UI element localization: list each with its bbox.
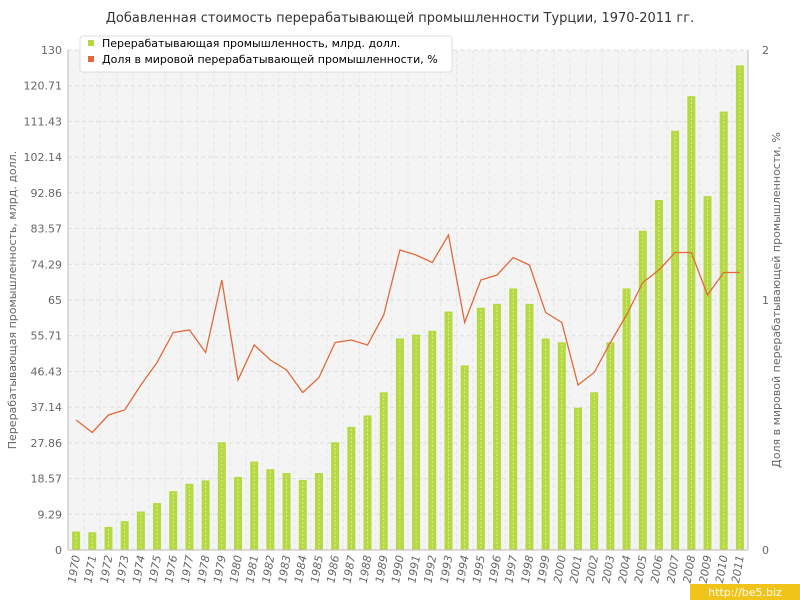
bar (541, 338, 550, 550)
y-left-tick-label: 92.86 (31, 187, 63, 200)
y-left-tick-label: 120.71 (24, 80, 63, 93)
x-tick-label: 1983 (276, 554, 294, 584)
y-left-tick-label: 74.29 (31, 258, 63, 271)
legend: Перерабатывающая промышленность, млрд. д… (79, 35, 453, 73)
chart-title: Добавленная стоимость перерабатывающей п… (106, 11, 694, 26)
y-axis-right-ticks: 0 1 2 (762, 44, 769, 557)
x-tick-label: 1988 (357, 554, 375, 584)
y-right-tick-label: 0 (762, 544, 769, 557)
x-tick-label: 1994 (454, 554, 472, 584)
x-tick-label: 2007 (664, 554, 682, 584)
y-left-tick-label: 130 (41, 44, 62, 57)
y-axis-left-label: Перерабатывающая промышленность, млрд. д… (6, 151, 19, 449)
bar (428, 330, 437, 550)
bar (347, 426, 356, 550)
y-left-tick-label: 18.57 (31, 473, 63, 486)
x-tick-label: 1980 (227, 554, 245, 584)
x-tick-label: 1978 (195, 554, 213, 584)
x-tick-label: 1990 (389, 554, 407, 584)
x-tick-label: 2009 (697, 554, 715, 584)
bar (88, 532, 97, 550)
x-tick-label: 1985 (308, 554, 326, 584)
y-left-tick-label: 102.14 (24, 151, 63, 164)
x-tick-label: 1972 (98, 554, 116, 584)
x-tick-label: 2006 (648, 554, 666, 584)
y-right-tick-label: 1 (762, 294, 769, 307)
x-tick-label: 2008 (681, 554, 699, 584)
x-tick-label: 2000 (551, 554, 569, 584)
x-axis-ticks: 1970197119721973197419751976197719781979… (65, 554, 746, 584)
x-tick-label: 1993 (438, 554, 456, 584)
x-tick-label: 2005 (632, 554, 650, 584)
legend-swatch-bar (88, 40, 94, 46)
y-left-tick-label: 55.71 (31, 330, 63, 343)
x-tick-label: 2004 (616, 554, 634, 584)
x-tick-label: 1970 (65, 554, 83, 584)
x-tick-label: 1997 (503, 554, 521, 584)
x-tick-label: 1995 (470, 554, 488, 584)
y-left-tick-label: 9.29 (38, 508, 63, 521)
bar (217, 442, 226, 550)
bar (234, 476, 242, 550)
x-tick-label: 1996 (486, 554, 504, 584)
bar (331, 442, 340, 550)
x-tick-label: 1991 (405, 554, 423, 584)
y-left-tick-label: 46.43 (31, 365, 63, 378)
x-tick-label: 2002 (583, 554, 601, 584)
legend-label-line: Доля в мировой перерабатывающей промышле… (102, 53, 438, 66)
x-tick-label: 1992 (422, 554, 440, 584)
x-tick-label: 1971 (82, 554, 100, 584)
x-tick-label: 1981 (243, 554, 261, 584)
x-tick-label: 1999 (535, 554, 553, 584)
y-left-tick-label: 111.43 (24, 115, 63, 128)
y-left-tick-label: 27.86 (31, 437, 63, 450)
x-tick-label: 1984 (292, 554, 310, 584)
y-right-tick-label: 2 (762, 44, 769, 57)
y-axis-left-ticks: 0 9.29 18.57 27.86 37.14 46.43 55.71 65 74.29 83.… (24, 44, 63, 557)
y-left-tick-label: 37.14 (31, 401, 63, 414)
x-tick-label: 2001 (567, 554, 585, 584)
y-left-tick-label: 65 (48, 294, 62, 307)
x-tick-label: 2010 (713, 554, 731, 584)
x-tick-label: 1998 (519, 554, 537, 584)
x-tick-label: 1977 (179, 554, 197, 584)
bar (266, 469, 275, 550)
watermark-bg (690, 584, 800, 600)
x-tick-label: 2003 (600, 554, 618, 584)
y-left-tick-label: 83.57 (31, 223, 63, 236)
legend-box (79, 35, 453, 73)
watermark-text: http://be5.biz (708, 586, 782, 599)
bar (250, 461, 259, 550)
bar (72, 531, 81, 550)
bar-series (72, 65, 744, 551)
bar (476, 307, 485, 550)
x-tick-label: 1974 (130, 554, 148, 584)
watermark: http://be5.biz (690, 584, 800, 600)
x-tick-label: 1987 (341, 554, 359, 584)
x-tick-label: 1975 (146, 554, 164, 584)
bar (185, 483, 194, 550)
x-tick-label: 1989 (373, 554, 391, 584)
line-path (75, 233, 740, 434)
x-tick-label: 1976 (163, 554, 181, 584)
x-tick-label: 1979 (211, 554, 229, 584)
legend-swatch-line (88, 56, 94, 62)
bar (169, 491, 178, 550)
x-tick-label: 1982 (260, 554, 278, 584)
legend-label-bar: Перерабатывающая промышленность, млрд. д… (102, 37, 400, 50)
x-tick-label: 2011 (729, 554, 747, 584)
y-axis-right-label: Доля в мировой перерабатывающей промышле… (770, 132, 783, 468)
bar (395, 338, 404, 550)
bar (671, 130, 680, 550)
axes (67, 50, 749, 551)
y-left-tick-label: 0 (55, 544, 62, 557)
x-tick-label: 1973 (114, 554, 132, 584)
bar (703, 196, 712, 550)
bar (460, 365, 469, 550)
line-series (75, 233, 740, 434)
x-tick-label: 1986 (324, 554, 342, 584)
